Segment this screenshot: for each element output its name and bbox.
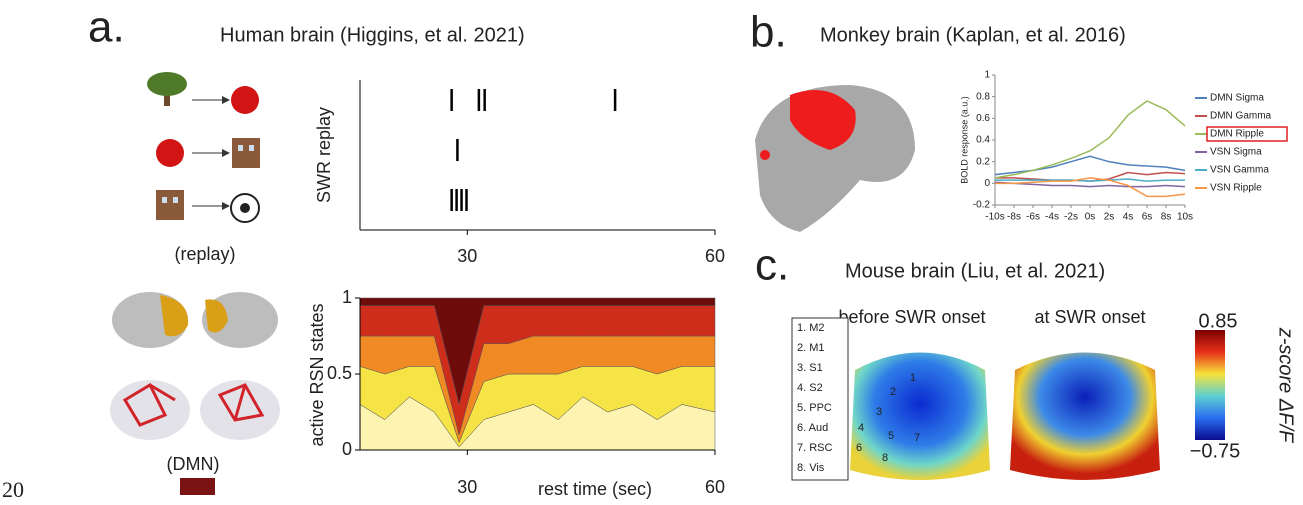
x-tick-label: -10s: [985, 212, 1004, 223]
series-line: [995, 179, 1185, 181]
map-number: 7: [914, 432, 920, 444]
panel-title: Monkey brain (Kaplan, et al. 2016): [820, 24, 1126, 46]
y-tick-label: 0: [342, 439, 352, 459]
region-item: 4. S2: [797, 382, 823, 394]
y-tick-label: 0.8: [976, 91, 990, 102]
legend-label: VSN Sigma: [1210, 147, 1262, 158]
colorbar-max: 0.85: [1199, 310, 1238, 332]
panel-title: Human brain (Higgins, et al. 2021): [220, 24, 525, 46]
legend-label: DMN Gamma: [1210, 111, 1272, 122]
y-tick-label: 1: [984, 70, 990, 81]
x-tick-label: 8s: [1161, 212, 1172, 223]
region-item: 5. PPC: [797, 402, 832, 414]
map-number: 8: [882, 452, 888, 464]
region-item: 7. RSC: [797, 442, 833, 454]
legend-label: VSN Ripple: [1210, 183, 1262, 194]
x-tick-label: 60: [705, 477, 725, 497]
y-tick-label: -0.2: [973, 200, 991, 211]
y-axis-label: BOLD response (a.u.): [959, 96, 969, 184]
x-tick-label: -4s: [1045, 212, 1059, 223]
legend-label: DMN Ripple: [1210, 129, 1264, 140]
x-tick-label: -6s: [1026, 212, 1040, 223]
y-tick-label: 0.5: [327, 363, 352, 383]
y-tick-label: 0.6: [976, 113, 990, 124]
region-item: 6. Aud: [797, 422, 828, 434]
map-number: 2: [890, 386, 896, 398]
x-tick-label: -2s: [1064, 212, 1078, 223]
x-tick-label: -8s: [1007, 212, 1021, 223]
corner-label: 20: [2, 477, 24, 500]
x-tick-label: 2s: [1104, 212, 1115, 223]
y-tick-label: 1: [342, 287, 352, 307]
x-tick-label: 60: [705, 246, 725, 266]
dmn-label: (DMN): [167, 454, 220, 474]
region-item: 2. M1: [797, 342, 825, 354]
colorbar-min: −0.75: [1190, 440, 1241, 462]
map-number: 1: [910, 372, 916, 384]
panel-letter: c.: [755, 241, 789, 290]
y-axis-label: SWR replay: [314, 107, 334, 203]
y-tick-label: 0.2: [976, 156, 990, 167]
region-item: 3. S1: [797, 362, 823, 374]
panel-title: Mouse brain (Liu, et al. 2021): [845, 260, 1105, 282]
replay-label: (replay): [174, 244, 235, 264]
y-axis-label: active RSN states: [307, 303, 327, 446]
legend-label: VSN Gamma: [1210, 165, 1269, 176]
region-item: 1. M2: [797, 322, 825, 334]
map-title: before SWR onset: [838, 307, 985, 327]
map-title: at SWR onset: [1034, 307, 1145, 327]
monkey-brain: [755, 85, 915, 232]
colorbar-label: z-score ΔF/F: [1275, 327, 1297, 444]
map-number: 5: [888, 430, 894, 442]
x-tick-label: 30: [457, 477, 477, 497]
figure: a. Human brain (Higgins, et al. 2021) (r…: [0, 0, 1303, 500]
y-tick-label: 0: [984, 178, 990, 189]
x-axis-label: rest time (sec): [538, 479, 652, 499]
x-tick-label: 4s: [1123, 212, 1134, 223]
map-number: 3: [876, 406, 882, 418]
x-tick-label: 0s: [1085, 212, 1096, 223]
heatmap: [1010, 353, 1160, 481]
x-tick-label: 6s: [1142, 212, 1153, 223]
heatmap: [850, 353, 990, 481]
panel-letter: a.: [88, 3, 125, 52]
map-number: 4: [858, 422, 864, 434]
map-number: 6: [856, 442, 862, 454]
x-tick-label: 30: [457, 246, 477, 266]
dmn-swatch: [180, 478, 215, 495]
legend-label: DMN Sigma: [1210, 93, 1264, 104]
region-item: 8. Vis: [797, 462, 825, 474]
human-brains: [110, 292, 280, 440]
y-tick-label: 0.4: [976, 135, 990, 146]
x-tick-label: 10s: [1177, 212, 1193, 223]
colorbar: [1195, 330, 1225, 440]
panel-letter: b.: [750, 8, 787, 57]
replay-icons: [147, 72, 260, 222]
